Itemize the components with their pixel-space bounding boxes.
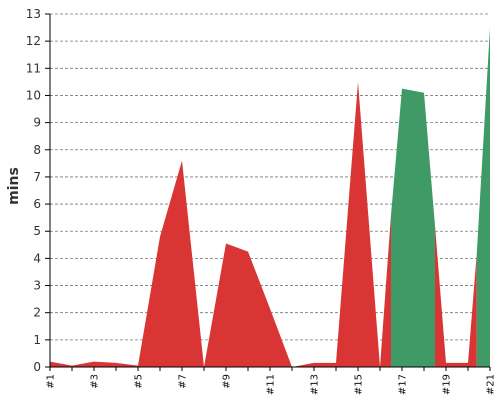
x-tick-label: #1: [46, 374, 57, 389]
x-tick-labels: #1 #3 #5 #7 #9 #11 #13 #15 #17 #19 #21: [46, 374, 497, 395]
area-segment-success: [476, 27, 490, 368]
x-tick-label: #15: [354, 374, 365, 395]
x-tick-label: #19: [442, 374, 453, 395]
y-tick-label: 12: [26, 34, 41, 48]
y-tick-label: 6: [33, 197, 41, 211]
area-series: [50, 27, 490, 368]
y-tick-label: 11: [26, 61, 41, 75]
x-tick-label: #9: [222, 374, 233, 389]
y-axis-label: mins: [6, 167, 22, 205]
axes: [45, 13, 491, 371]
y-tick-label: 13: [26, 7, 41, 21]
x-tick-label: #11: [266, 374, 277, 395]
y-tick-label: 3: [33, 279, 41, 293]
y-tick-label: 2: [33, 306, 41, 320]
y-tick-label: 10: [26, 88, 41, 102]
area-segment-failed: [50, 81, 391, 367]
y-tick-label: 4: [33, 251, 41, 265]
y-tick-label: 9: [33, 116, 41, 130]
y-tick-label: 0: [33, 360, 41, 374]
y-tick-label: 8: [33, 143, 41, 157]
y-tick-label: 5: [33, 224, 41, 238]
x-tick-label: #7: [178, 374, 189, 389]
area-segment-failed: [435, 225, 477, 367]
x-tick-label: #13: [310, 374, 321, 395]
y-tick-label: 1: [33, 333, 41, 347]
y-tick-label: 7: [33, 170, 41, 184]
x-tick-label: #17: [398, 374, 409, 395]
x-tick-label: #5: [134, 374, 145, 389]
area-segment-success: [391, 88, 435, 368]
x-tick-label: #21: [486, 374, 497, 395]
x-tick-label: #3: [90, 374, 101, 389]
